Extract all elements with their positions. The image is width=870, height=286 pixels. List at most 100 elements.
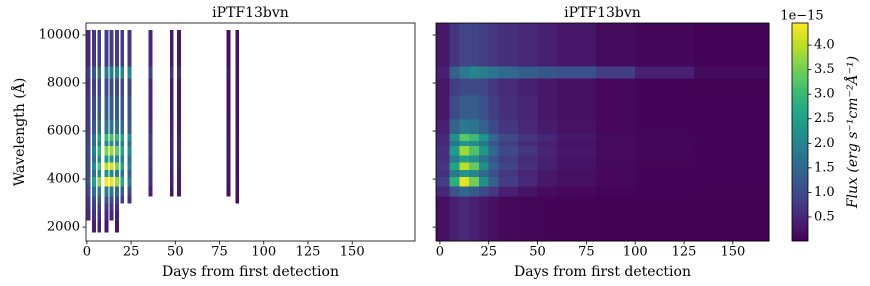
heatmap-cell [488, 186, 499, 197]
heatmap-cell [537, 195, 558, 242]
spectrum-cell [97, 169, 102, 178]
heatmap-cell [635, 155, 695, 163]
heatmap-cell [537, 133, 558, 142]
spectrum-cell [235, 145, 240, 156]
spectrum-cell [109, 162, 114, 170]
heatmap-cell [557, 66, 597, 79]
heatmap-cell [693, 119, 770, 134]
spectrum-cell [92, 133, 96, 142]
spectrum-cell [176, 140, 181, 146]
spectrum-cell [109, 195, 114, 204]
spectrum-cell [235, 162, 240, 170]
spectrum-cell [109, 78, 114, 96]
heatmap-cell [469, 145, 480, 156]
colorbar-offset-label: 1e−15 [780, 9, 823, 24]
spectrum-cell [127, 176, 132, 187]
spectrum-cell [92, 155, 96, 163]
spectrum-cell [109, 119, 114, 134]
spectrum-cell [169, 95, 174, 120]
spectrum-cell [169, 186, 174, 197]
spectrum-cell [226, 176, 231, 187]
heatmap-cell [469, 66, 480, 79]
heatmap-cell [557, 145, 597, 156]
spectrum-cell [120, 169, 125, 178]
spectrum-cell [127, 119, 132, 134]
heatmap-cell [518, 145, 538, 156]
spectrum-cell [109, 133, 114, 142]
spectrum-cell [235, 186, 240, 197]
spectrum-cell [148, 186, 153, 197]
spectrum-cell [169, 162, 174, 170]
colorbar-tick-label: 0.5 [814, 209, 835, 224]
heatmap-cell [635, 78, 695, 96]
spectrum-cell [86, 203, 91, 211]
y-tick-label: 4000 [47, 172, 80, 187]
heatmap-cell [449, 145, 460, 156]
colorbar-tick-label: 2.5 [814, 111, 835, 126]
spectrum-cell [86, 140, 91, 146]
heatmap-cell [693, 78, 770, 96]
heatmap-cell [518, 119, 538, 134]
spectrum-cell [176, 133, 181, 142]
spectrum-cell [86, 186, 91, 197]
heatmap-cell [498, 133, 519, 142]
spectrum-cell [169, 145, 174, 156]
heatmap-cell [449, 66, 460, 79]
heatmap-cell [557, 23, 597, 67]
heatmap-cell [537, 140, 558, 146]
heatmap-cell [518, 186, 538, 197]
heatmap-cell [693, 145, 770, 156]
heatmap-cell [635, 186, 695, 197]
colorbar-label: Flux (erg s⁻¹cm⁻²Å⁻¹) [843, 56, 861, 209]
heatmap-cell [488, 155, 499, 163]
spectrum-cell [120, 78, 125, 96]
spectrum-cell [120, 145, 125, 156]
spectrum-cell [104, 210, 109, 221]
heatmap-cell [498, 95, 519, 120]
spectrum-cell [97, 119, 102, 134]
heatmap-cell [498, 78, 519, 96]
spectrum-cell [226, 155, 231, 163]
spectrum-cell [104, 133, 109, 142]
heatmap-cell [693, 140, 770, 146]
spectrum-cell [176, 155, 181, 163]
heatmap-cell [693, 133, 770, 142]
spectrum-cell [169, 66, 174, 79]
heatmap-cell [469, 133, 480, 142]
spectrum-cell [176, 30, 181, 67]
heatmap-cell [518, 162, 538, 170]
spectrum-cell [176, 119, 181, 134]
spectrum-cell [226, 169, 231, 178]
spectrum-cell [115, 30, 119, 67]
spectrum-cell [120, 176, 125, 187]
heatmap-cell [488, 195, 499, 242]
spectrum-cell [127, 162, 132, 170]
spectrum-cell [115, 219, 119, 233]
spectrum-cell [120, 30, 125, 67]
spectrum-cell [109, 186, 114, 197]
spectrum-cell [115, 169, 119, 178]
spectrum-cell [115, 145, 119, 156]
heatmap-cell [459, 95, 470, 120]
heatmap-cell [693, 23, 770, 67]
heatmap-cell [693, 195, 770, 242]
heatmap-cell [498, 23, 519, 67]
spectrum-cell [235, 169, 240, 178]
spectrum-cell [176, 169, 181, 178]
heatmap-cell [498, 145, 519, 156]
spectrum-cell [97, 176, 102, 187]
spectrum-cell [169, 176, 174, 187]
spectrum-cell [235, 155, 240, 163]
spectrum-cell [235, 66, 240, 79]
heatmap-cell [557, 186, 597, 197]
spectrum-cell [86, 133, 91, 142]
heatmap-cell [635, 176, 695, 187]
heatmap-cell [693, 66, 770, 79]
heatmap-cell [635, 162, 695, 170]
heatmap-cell [498, 66, 519, 79]
spectrum-cell [86, 119, 91, 134]
heatmap-cell [469, 186, 480, 197]
heatmap-cell [469, 176, 480, 187]
spectrum-cell [92, 140, 96, 146]
heatmap-cell [478, 140, 490, 146]
